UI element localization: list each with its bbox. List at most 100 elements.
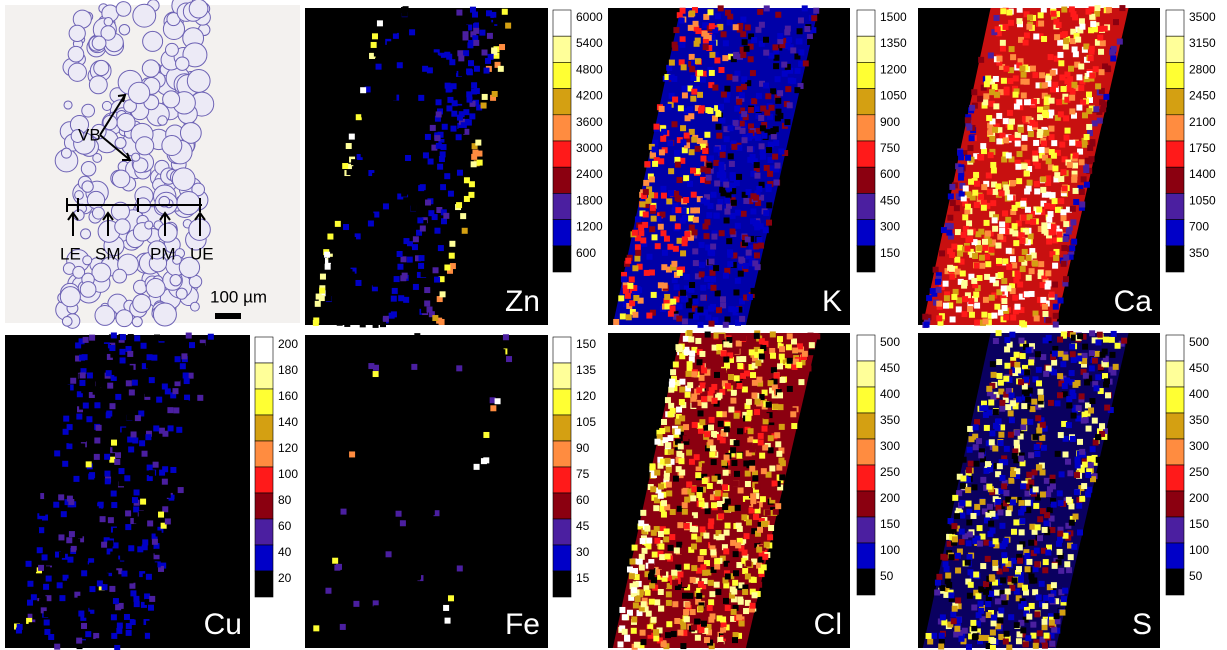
pixel [132, 455, 138, 461]
pixel [474, 464, 480, 470]
pixel [668, 311, 674, 317]
pixel [1105, 392, 1111, 398]
pixel [452, 337, 458, 343]
pixel [29, 622, 35, 628]
colorbar-segment [1166, 387, 1184, 413]
figure: VB LE SM PM UE 100 µm Zn6000540048004200… [0, 0, 1227, 650]
pixel [689, 282, 695, 288]
pixel [389, 165, 395, 171]
pixel [989, 439, 995, 445]
pixel [104, 471, 110, 477]
pixel [754, 537, 760, 543]
pixel [425, 639, 431, 645]
pixel [984, 81, 990, 87]
pixel [412, 244, 418, 250]
colorbar-label: 4800 [576, 62, 603, 76]
pixel [697, 487, 703, 493]
pixel [758, 439, 764, 445]
pixel [720, 296, 726, 302]
pixel [66, 443, 72, 449]
pixel [387, 241, 393, 247]
pixel [775, 98, 781, 104]
pixel [999, 190, 1005, 196]
pixel [947, 265, 953, 271]
pixel [668, 190, 674, 196]
pixel [1010, 471, 1016, 477]
pixel [1099, 423, 1105, 429]
colorbar-segment [1166, 193, 1184, 219]
pixel [958, 636, 964, 642]
pixel [971, 278, 977, 284]
pixel [436, 577, 442, 583]
pixel [714, 147, 720, 153]
pixel [393, 33, 399, 39]
pixel [629, 300, 635, 306]
pixel [804, 26, 810, 32]
pixel [38, 565, 44, 571]
cell [133, 4, 156, 27]
pixel [1115, 343, 1121, 349]
pixel [114, 370, 120, 376]
pixel [735, 223, 741, 229]
colorbar-segment [255, 493, 273, 519]
pixel [647, 254, 653, 260]
colorbar-segment [255, 337, 273, 363]
pixel [1030, 622, 1036, 628]
colorbar-segment [857, 193, 875, 219]
pixel [433, 234, 439, 240]
pixel [687, 106, 693, 112]
micrograph: VB LE SM PM UE 100 µm [5, 0, 300, 328]
pixel [1069, 520, 1075, 526]
pixel [1052, 82, 1058, 88]
pixel [93, 389, 99, 395]
pixel [978, 229, 984, 235]
pixel [54, 473, 60, 479]
pixel [669, 60, 675, 66]
colorbar-segment [255, 467, 273, 493]
cell [143, 31, 163, 51]
pixel [1063, 44, 1069, 50]
cell [165, 43, 178, 56]
pixel [643, 189, 649, 195]
pixel [359, 170, 365, 176]
pixel [388, 613, 394, 619]
pixel [796, 362, 802, 368]
pixel [1051, 140, 1057, 146]
pixel [679, 387, 685, 393]
pixel [342, 603, 348, 609]
pixel [1069, 370, 1075, 376]
pixel [1008, 614, 1014, 620]
cell [61, 148, 71, 158]
pixel [69, 468, 75, 474]
pixel [1030, 219, 1036, 225]
pixel [441, 218, 447, 224]
pixel [147, 465, 153, 471]
pixel [744, 46, 750, 52]
colorbar-label: 350 [1189, 246, 1209, 260]
pixel [944, 566, 950, 572]
pixel [419, 114, 425, 120]
pixel [967, 447, 973, 453]
pixel [710, 285, 716, 291]
pixel [988, 247, 994, 253]
pixel [646, 313, 652, 319]
pixel [135, 351, 141, 357]
pixel [755, 264, 761, 270]
pixel [750, 498, 756, 504]
pixel [1058, 500, 1064, 506]
pixel [67, 557, 73, 563]
pixel [429, 509, 435, 515]
pixel [361, 139, 367, 145]
pixel [1018, 456, 1024, 462]
pixel [714, 582, 720, 588]
colorbar-segment [857, 10, 875, 36]
pixel [374, 605, 380, 611]
colorbar-label: 500 [1189, 335, 1209, 349]
pixel [170, 467, 176, 473]
pixel [1103, 337, 1109, 343]
pixel [1008, 410, 1014, 416]
pixel [443, 213, 449, 219]
pixel [1035, 415, 1041, 421]
pixel [460, 519, 466, 525]
pixel [324, 252, 330, 258]
